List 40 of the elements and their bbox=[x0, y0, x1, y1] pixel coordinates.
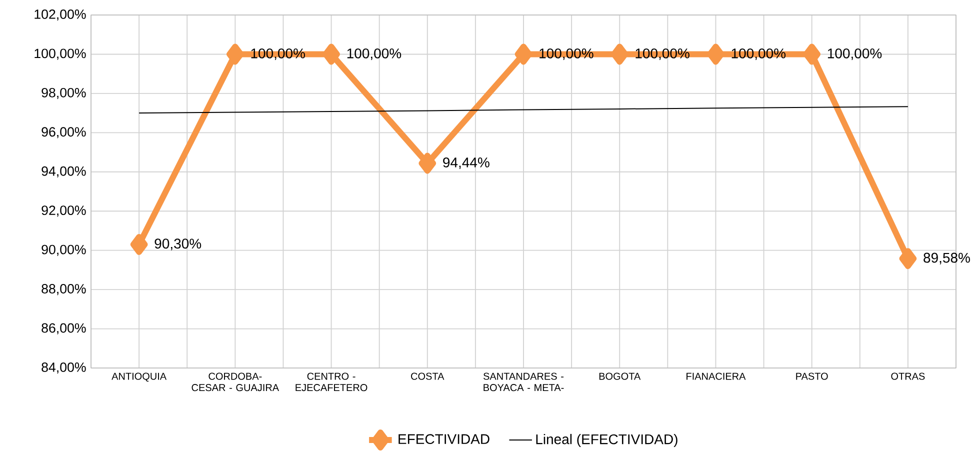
data-label: 90,30% bbox=[154, 238, 202, 250]
legend-label: Lineal (EFECTIVIDAD) bbox=[536, 434, 678, 447]
point bbox=[226, 44, 244, 65]
point bbox=[899, 248, 917, 270]
point bbox=[803, 44, 820, 65]
data-label: 100,00% bbox=[828, 48, 882, 60]
x-tick-label: FIANACIERA bbox=[686, 372, 746, 380]
data-label: 100,00% bbox=[540, 48, 594, 60]
x-tick-label: CENTRO - EJECAFETERO bbox=[296, 372, 368, 392]
data-label: 100,00% bbox=[732, 48, 786, 60]
y-tick-label: 90,00% bbox=[42, 244, 86, 256]
x-tick-label: COSTA bbox=[411, 372, 444, 380]
x-tick-label: SANTANDARES - BOYACA - META- bbox=[483, 372, 564, 392]
x-tick-label: PASTO bbox=[796, 372, 828, 380]
y-tick-label: 86,00% bbox=[42, 323, 86, 334]
y-tick-label: 100,00% bbox=[34, 48, 86, 60]
point bbox=[514, 44, 532, 65]
x-tick-label: BOGOTA bbox=[599, 372, 641, 380]
y-tick-label: 94,00% bbox=[42, 166, 86, 178]
point bbox=[610, 44, 628, 65]
point bbox=[322, 44, 340, 65]
x-tick-label: ANTIOQUIA bbox=[112, 372, 167, 382]
point bbox=[130, 234, 148, 255]
data-label: 94,44% bbox=[443, 157, 490, 170]
data-label: 100,00% bbox=[636, 48, 690, 60]
y-tick-label: 96,00% bbox=[42, 127, 86, 138]
y-tick-label: 92,00% bbox=[42, 206, 86, 217]
line-series bbox=[138, 106, 908, 114]
legend-label: EFECTIVIDAD bbox=[398, 434, 490, 444]
y-tick-label: 88,00% bbox=[42, 284, 86, 296]
point bbox=[418, 152, 436, 174]
y-tick-label: 98,00% bbox=[42, 88, 86, 99]
data-label: 100,00% bbox=[251, 48, 305, 60]
data-label: 100,00% bbox=[347, 48, 402, 60]
data-label: 89,58% bbox=[924, 252, 970, 264]
x-tick-label: CORDOBA- CESAR - GUAJIRA bbox=[192, 372, 280, 392]
point bbox=[707, 44, 724, 65]
x-tick-label: OTRAS bbox=[891, 372, 925, 380]
y-tick-label: 84,00% bbox=[42, 362, 86, 374]
y-tick-label: 102,00% bbox=[34, 10, 86, 21]
